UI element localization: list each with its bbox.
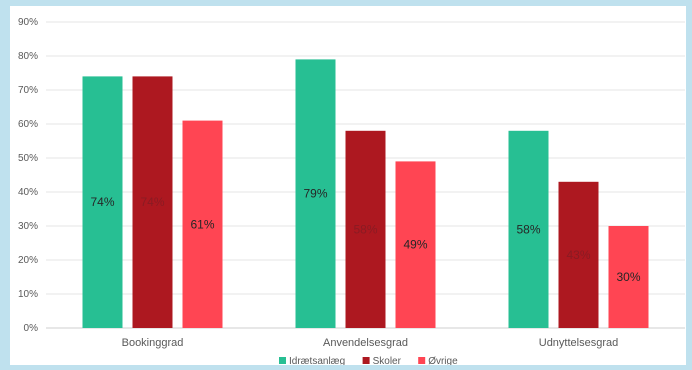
- y-tick-label: 0%: [24, 323, 39, 334]
- data-label: 49%: [403, 238, 427, 252]
- bar-2: [345, 130, 386, 328]
- bar-2: [132, 76, 173, 329]
- bar-1: [295, 59, 336, 329]
- x-tick-label: Udnyttelsesgrad: [539, 337, 619, 349]
- bar-3: [395, 161, 436, 328]
- legend-label: Idrætsanlæg: [289, 356, 345, 365]
- bar-3: [608, 226, 649, 328]
- data-label: 74%: [140, 195, 164, 209]
- bar-1: [82, 76, 123, 329]
- data-label: 58%: [516, 222, 540, 236]
- bar-3: [182, 120, 223, 328]
- data-label: 30%: [616, 270, 640, 284]
- x-tick-label: Anvendelsesgrad: [323, 337, 408, 349]
- y-tick-label: 80%: [18, 51, 38, 62]
- data-label: 74%: [90, 195, 114, 209]
- data-label: 61%: [190, 217, 214, 231]
- y-tick-label: 20%: [18, 255, 38, 266]
- data-label: 43%: [566, 248, 590, 262]
- y-tick-label: 10%: [18, 289, 38, 300]
- data-label: 79%: [303, 187, 327, 201]
- y-tick-label: 40%: [18, 187, 38, 198]
- bar-1: [508, 130, 549, 328]
- legend-swatch: [418, 357, 426, 364]
- y-tick-label: 90%: [18, 17, 38, 28]
- legend-label: Øvrige: [428, 356, 458, 365]
- y-tick-label: 60%: [18, 119, 38, 130]
- y-tick-label: 70%: [18, 85, 38, 96]
- bar-2: [558, 181, 599, 328]
- legend-swatch: [279, 357, 286, 364]
- data-label: 58%: [353, 222, 377, 236]
- y-tick-label: 50%: [18, 153, 38, 164]
- x-tick-label: Bookinggrad: [122, 337, 184, 349]
- legend-swatch: [362, 357, 370, 364]
- y-tick-label: 30%: [18, 221, 38, 232]
- legend-label: Skoler: [373, 356, 402, 365]
